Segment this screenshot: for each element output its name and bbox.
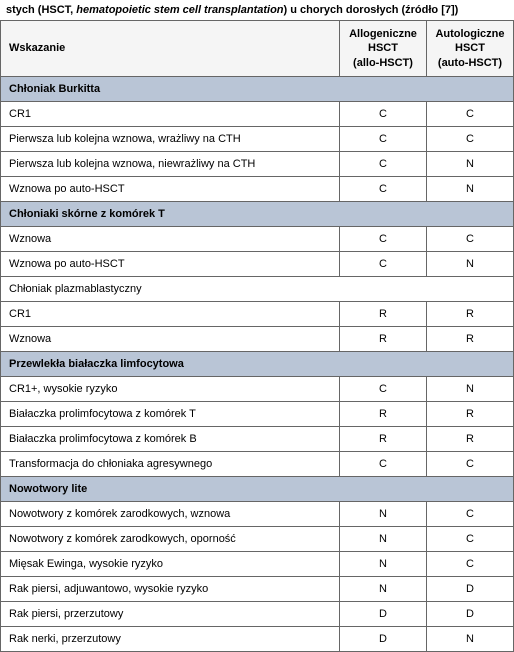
indication-name: Mięsak Ewinga, wysokie ryzyko	[1, 551, 340, 576]
section-header: Chłoniak Burkitta	[1, 76, 514, 101]
indication-name: CR1	[1, 301, 340, 326]
header-allo-l3: (allo-HSCT)	[353, 57, 413, 69]
table-title: stych (HSCT, hematopoietic stem cell tra…	[0, 0, 514, 20]
auto-value: N	[426, 176, 513, 201]
auto-value: C	[426, 551, 513, 576]
auto-value: C	[426, 101, 513, 126]
header-allo-l1: Allogeniczne	[349, 28, 417, 40]
indication-name: Nowotwory z komórek zarodkowych, wznowa	[1, 501, 340, 526]
allo-value: R	[340, 401, 427, 426]
allo-value: N	[340, 501, 427, 526]
table-row: CR1CC	[1, 101, 514, 126]
allo-value: C	[340, 451, 427, 476]
allo-value: C	[340, 101, 427, 126]
section-header: Przewlekła białaczka limfocytowa	[1, 351, 514, 376]
auto-value: R	[426, 301, 513, 326]
header-row: Wskazanie Allogeniczne HSCT (allo-HSCT) …	[1, 21, 514, 77]
auto-value: R	[426, 326, 513, 351]
auto-value: N	[426, 626, 513, 651]
indication-name: Nowotwory z komórek zarodkowych, opornoś…	[1, 526, 340, 551]
auto-value: N	[426, 251, 513, 276]
section-header: Chłoniaki skórne z komórek T	[1, 201, 514, 226]
indication-name: Wznowa po auto-HSCT	[1, 176, 340, 201]
title-post: ) u chorych dorosłych (źródło [7])	[284, 4, 459, 16]
table-row: Pierwsza lub kolejna wznowa, wrażliwy na…	[1, 126, 514, 151]
allo-value: R	[340, 326, 427, 351]
auto-value: D	[426, 601, 513, 626]
allo-value: N	[340, 551, 427, 576]
allo-value: N	[340, 526, 427, 551]
section-title: Nowotwory lite	[1, 476, 514, 501]
auto-value: C	[426, 226, 513, 251]
auto-value: R	[426, 401, 513, 426]
indication-name: Pierwsza lub kolejna wznowa, niewrażliwy…	[1, 151, 340, 176]
header-allo-l2: HSCT	[368, 42, 398, 54]
table-row: Rak nerki, przerzutowyDN	[1, 626, 514, 651]
section-title: Przewlekła białaczka limfocytowa	[1, 351, 514, 376]
table-row: Białaczka prolimfocytowa z komórek TRR	[1, 401, 514, 426]
indication-name: CR1+, wysokie ryzyko	[1, 376, 340, 401]
table-row: WznowaRR	[1, 326, 514, 351]
auto-value: N	[426, 376, 513, 401]
allo-value: D	[340, 601, 427, 626]
allo-value: R	[340, 426, 427, 451]
auto-value: C	[426, 451, 513, 476]
auto-value: D	[426, 576, 513, 601]
section-title: Chłoniak Burkitta	[1, 76, 514, 101]
section-header: Nowotwory lite	[1, 476, 514, 501]
indications-table: Wskazanie Allogeniczne HSCT (allo-HSCT) …	[0, 20, 514, 652]
header-auto: Autologiczne HSCT (auto-HSCT)	[426, 21, 513, 77]
table-row: Białaczka prolimfocytowa z komórek BRR	[1, 426, 514, 451]
allo-value: C	[340, 376, 427, 401]
allo-value: C	[340, 226, 427, 251]
table-row: Rak piersi, adjuwantowo, wysokie ryzykoN…	[1, 576, 514, 601]
table-row: Pierwsza lub kolejna wznowa, niewrażliwy…	[1, 151, 514, 176]
table-body: Chłoniak BurkittaCR1CCPierwsza lub kolej…	[1, 76, 514, 651]
table-row: Transformacja do chłoniaka agresywnegoCC	[1, 451, 514, 476]
title-italic: hematopoietic stem cell transplantation	[76, 4, 283, 16]
header-allo: Allogeniczne HSCT (allo-HSCT)	[340, 21, 427, 77]
table-row: Nowotwory z komórek zarodkowych, opornoś…	[1, 526, 514, 551]
allo-value: C	[340, 176, 427, 201]
header-auto-l1: Autologiczne	[435, 28, 504, 40]
title-pre: stych (HSCT,	[6, 4, 76, 16]
header-auto-l3: (auto-HSCT)	[438, 57, 502, 69]
table-row: CR1+, wysokie ryzykoCN	[1, 376, 514, 401]
indication-name: Wznowa po auto-HSCT	[1, 251, 340, 276]
subsection-title: Chłoniak plazmablastyczny	[1, 276, 514, 301]
allo-value: D	[340, 626, 427, 651]
allo-value: C	[340, 126, 427, 151]
indication-name: Rak piersi, przerzutowy	[1, 601, 340, 626]
table-row: Mięsak Ewinga, wysokie ryzykoNC	[1, 551, 514, 576]
table-row: Nowotwory z komórek zarodkowych, wznowaN…	[1, 501, 514, 526]
allo-value: N	[340, 576, 427, 601]
header-wskazanie: Wskazanie	[1, 21, 340, 77]
indication-name: Pierwsza lub kolejna wznowa, wrażliwy na…	[1, 126, 340, 151]
allo-value: C	[340, 251, 427, 276]
auto-value: C	[426, 501, 513, 526]
indication-name: Białaczka prolimfocytowa z komórek B	[1, 426, 340, 451]
auto-value: N	[426, 151, 513, 176]
indication-name: Wznowa	[1, 226, 340, 251]
table-row: Rak piersi, przerzutowyDD	[1, 601, 514, 626]
indication-name: CR1	[1, 101, 340, 126]
indication-name: Rak nerki, przerzutowy	[1, 626, 340, 651]
section-title: Chłoniaki skórne z komórek T	[1, 201, 514, 226]
indication-name: Wznowa	[1, 326, 340, 351]
auto-value: R	[426, 426, 513, 451]
allo-value: C	[340, 151, 427, 176]
allo-value: R	[340, 301, 427, 326]
indication-name: Białaczka prolimfocytowa z komórek T	[1, 401, 340, 426]
subsection-header: Chłoniak plazmablastyczny	[1, 276, 514, 301]
indication-name: Transformacja do chłoniaka agresywnego	[1, 451, 340, 476]
header-auto-l2: HSCT	[455, 42, 485, 54]
table-row: CR1RR	[1, 301, 514, 326]
table-row: Wznowa po auto-HSCTCN	[1, 251, 514, 276]
table-row: WznowaCC	[1, 226, 514, 251]
indication-name: Rak piersi, adjuwantowo, wysokie ryzyko	[1, 576, 340, 601]
auto-value: C	[426, 526, 513, 551]
auto-value: C	[426, 126, 513, 151]
table-row: Wznowa po auto-HSCTCN	[1, 176, 514, 201]
